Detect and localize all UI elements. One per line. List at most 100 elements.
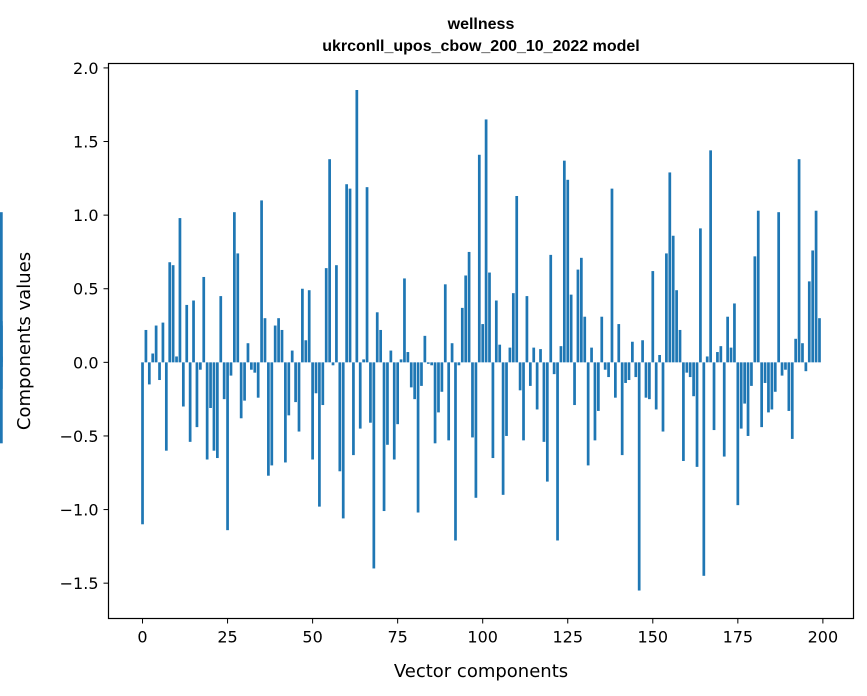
bar	[467, 251, 471, 363]
bar	[780, 362, 784, 376]
bar	[539, 349, 542, 363]
y-tick-label: −1.0	[60, 501, 99, 520]
x-tick-label: 25	[217, 628, 237, 647]
bar	[491, 362, 495, 459]
bar	[709, 150, 712, 363]
bar	[413, 362, 417, 400]
bar	[716, 352, 719, 363]
bar	[733, 303, 736, 363]
bar	[253, 362, 257, 373]
x-tick-label: 150	[638, 628, 669, 647]
bar	[382, 362, 386, 512]
bar	[597, 362, 600, 411]
bar	[600, 316, 604, 363]
bar	[202, 276, 206, 363]
bar	[804, 362, 808, 372]
bar	[175, 356, 178, 363]
bar	[729, 347, 733, 363]
bar	[158, 362, 161, 381]
bar	[753, 256, 757, 363]
x-tick-label: 75	[387, 628, 407, 647]
bar	[409, 362, 413, 388]
bar	[450, 343, 454, 363]
bar	[750, 362, 753, 386]
bar	[263, 318, 267, 363]
bar	[416, 362, 420, 513]
bar	[498, 344, 502, 363]
bar	[229, 362, 233, 376]
y-tick-label: 0.5	[73, 280, 98, 299]
bar	[243, 362, 246, 401]
bar	[328, 159, 331, 363]
bar	[440, 362, 444, 392]
bar	[631, 341, 634, 363]
bar	[556, 362, 559, 541]
bar	[216, 362, 219, 459]
bar	[620, 362, 624, 456]
bar	[318, 362, 321, 507]
bar	[389, 350, 393, 363]
bar	[0, 325, 3, 363]
bar	[0, 362, 3, 444]
bar	[760, 362, 764, 428]
y-tick-label: −1.5	[60, 574, 99, 593]
bar	[542, 362, 546, 442]
bar	[685, 362, 689, 373]
bar	[614, 362, 617, 398]
bar	[205, 362, 209, 460]
bar	[307, 290, 311, 363]
bar	[460, 307, 464, 363]
bar	[522, 362, 525, 441]
bar	[535, 362, 539, 410]
y-tick-label: 1.5	[73, 133, 98, 152]
bar	[807, 281, 811, 363]
bar	[665, 253, 668, 363]
bar	[355, 90, 359, 363]
bar	[335, 265, 338, 363]
bar	[154, 325, 158, 363]
bar	[222, 362, 226, 400]
x-tick-label: 200	[808, 628, 839, 647]
bar	[528, 362, 532, 386]
bar	[256, 362, 260, 398]
bar	[239, 362, 243, 419]
bar	[756, 210, 760, 363]
bar	[692, 362, 695, 397]
bar	[321, 362, 325, 406]
plot-frame	[107, 62, 855, 620]
bar	[280, 329, 284, 363]
bar	[168, 262, 172, 363]
bar	[304, 340, 308, 363]
bar	[345, 184, 348, 363]
bar	[641, 340, 644, 363]
bar	[586, 362, 590, 466]
bar	[569, 294, 573, 363]
bar	[508, 347, 512, 363]
bar	[552, 362, 556, 375]
bar	[273, 325, 277, 363]
bar	[406, 352, 410, 363]
bar	[290, 350, 294, 363]
bar	[634, 362, 638, 378]
bar	[181, 362, 185, 407]
bar	[699, 228, 702, 363]
bar	[161, 322, 165, 363]
bar	[477, 154, 481, 363]
bar	[695, 362, 699, 467]
bar	[457, 362, 461, 366]
bar	[784, 362, 787, 370]
bar	[454, 362, 457, 541]
bar	[593, 362, 597, 441]
bar	[773, 362, 777, 392]
bar	[573, 362, 576, 406]
bar	[314, 362, 318, 394]
bar	[185, 304, 189, 363]
bar	[668, 172, 672, 363]
bar	[624, 362, 627, 383]
bar	[144, 329, 148, 363]
bar	[311, 362, 314, 460]
bar	[518, 362, 522, 391]
y-tick-label: 0.0	[73, 353, 98, 372]
bar	[369, 362, 372, 423]
bar	[610, 188, 614, 363]
